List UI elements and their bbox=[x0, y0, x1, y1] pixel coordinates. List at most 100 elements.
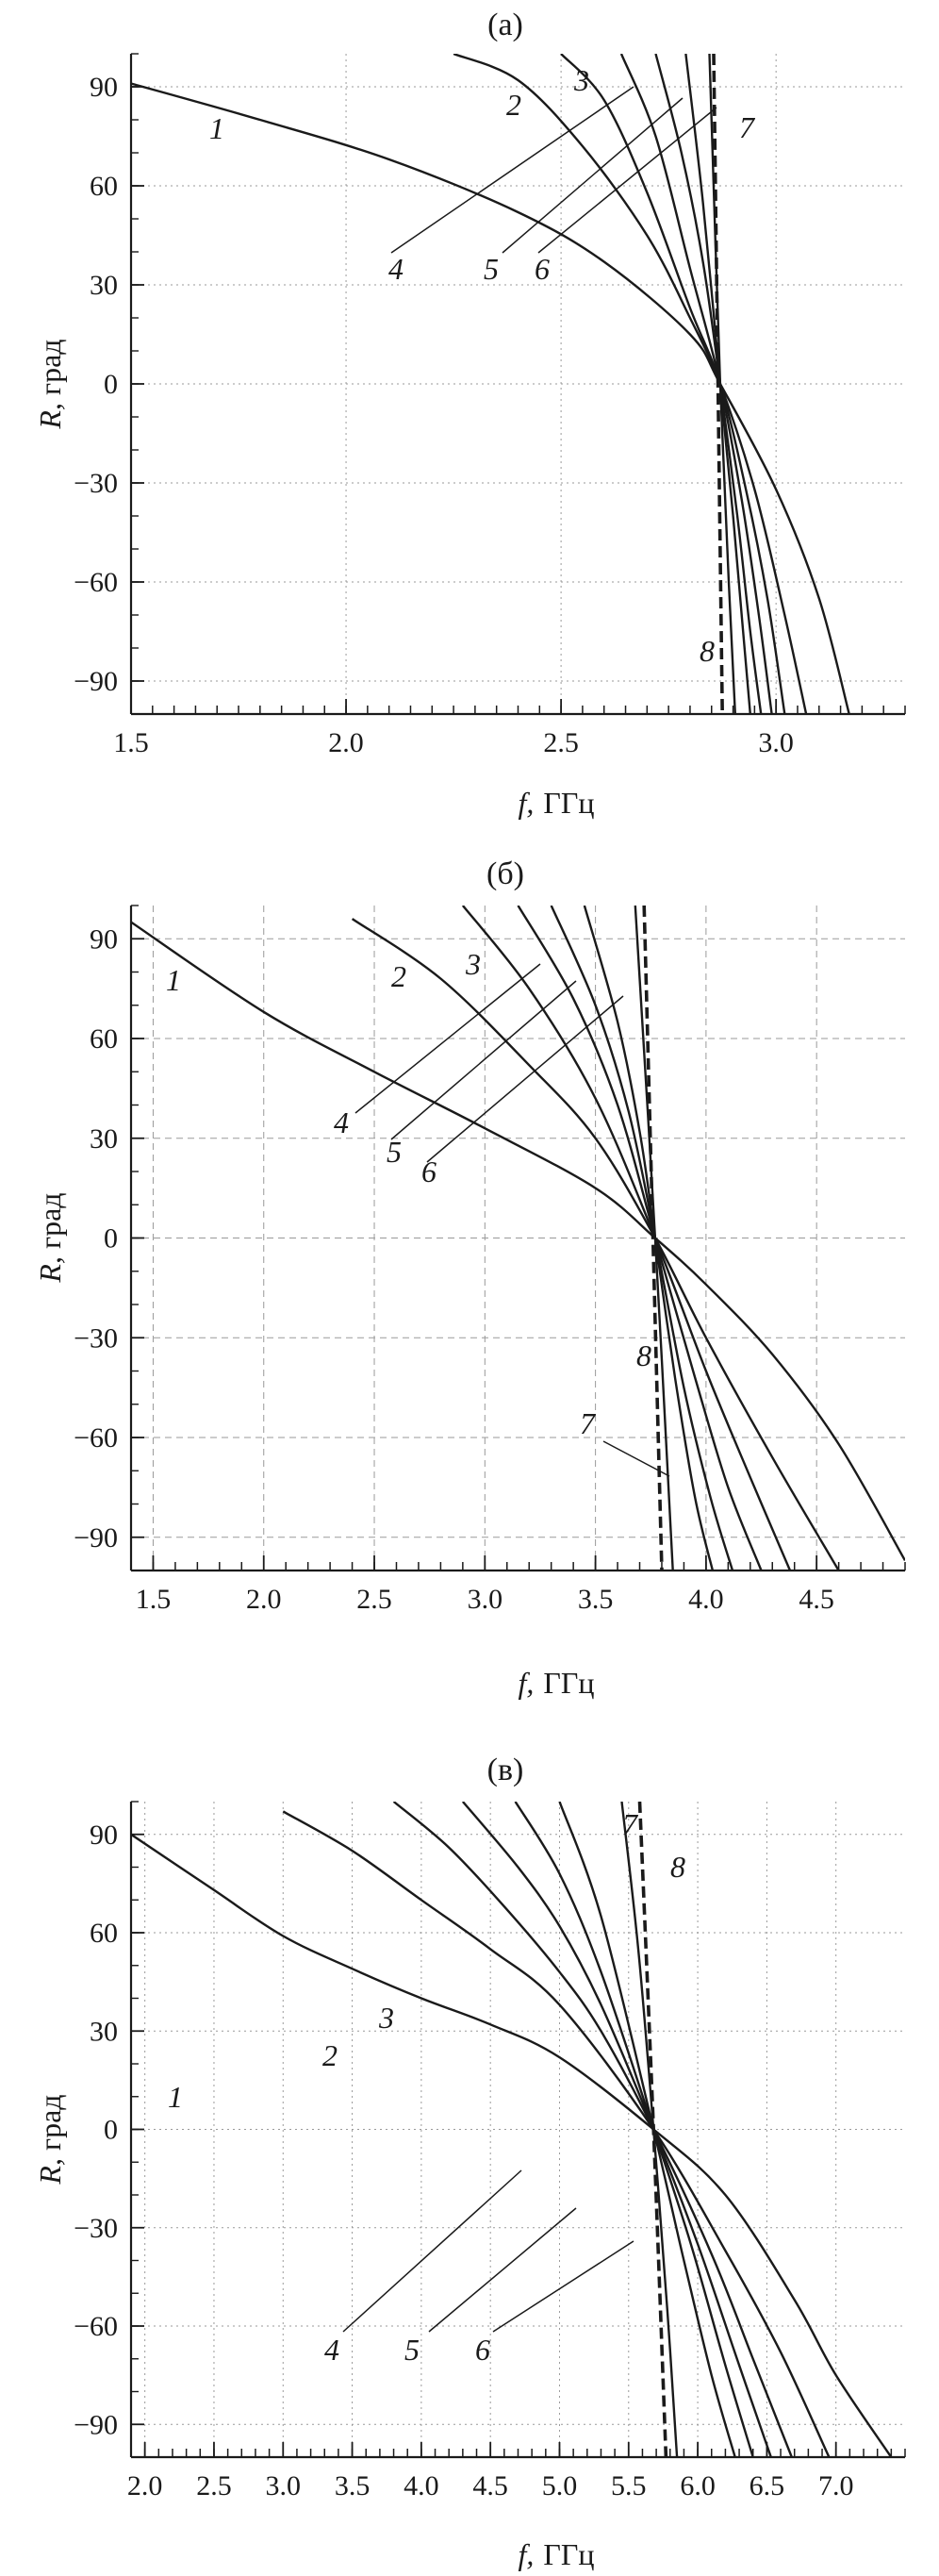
leader-line-6 bbox=[426, 995, 624, 1163]
curve-label-3: 3 bbox=[465, 947, 481, 981]
y-tick-label: 30 bbox=[90, 1123, 118, 1155]
x-axis-label: f, ГГц bbox=[518, 1666, 594, 1700]
leader-line-7 bbox=[602, 1440, 670, 1477]
series-line-3 bbox=[392, 1802, 793, 2457]
series-line-1 bbox=[131, 1833, 893, 2457]
curve-labels: 1 2 3 4 5 6 7 8 bbox=[209, 63, 756, 668]
x-tick-label: 2.5 bbox=[543, 727, 579, 758]
curve-label-2: 2 bbox=[322, 2038, 338, 2072]
series-group bbox=[131, 54, 850, 714]
x-tick-label: 2.0 bbox=[246, 1584, 282, 1615]
x-axis-label: f, ГГц bbox=[518, 2537, 594, 2571]
curve-label-2: 2 bbox=[506, 88, 521, 122]
curve-label-6: 6 bbox=[475, 2333, 490, 2367]
x-axis-label: f, ГГц bbox=[518, 786, 594, 820]
curve-label-5: 5 bbox=[484, 252, 499, 286]
x-tick-label: 4.0 bbox=[404, 2470, 439, 2501]
curve-label-1: 1 bbox=[209, 111, 224, 145]
chart-panel-b: (б) 1.5 2.0 2.5 3.0 3.5 4.0 4.5 90 60 30 0 −30 −60 −… bbox=[33, 856, 906, 1700]
x-tick-label: 6.0 bbox=[680, 2470, 716, 2501]
series-line-6 bbox=[583, 906, 715, 1571]
y-tick-label: 0 bbox=[104, 2115, 118, 2146]
series-line-1 bbox=[131, 82, 850, 714]
series-line-6 bbox=[558, 1802, 736, 2457]
series-line-2 bbox=[282, 1810, 831, 2457]
x-tick-label: 1.5 bbox=[136, 1584, 172, 1615]
curve-label-4: 4 bbox=[334, 1105, 349, 1139]
y-tick-label: −30 bbox=[74, 468, 118, 499]
y-tick-label: 60 bbox=[90, 1023, 118, 1055]
series-line-4 bbox=[461, 1802, 772, 2457]
series-line-3 bbox=[461, 906, 792, 1571]
x-tick-label: 7.0 bbox=[818, 2470, 854, 2501]
grid bbox=[131, 1802, 905, 2457]
y-tick-label: 60 bbox=[90, 171, 118, 202]
y-axis-label: R,град bbox=[33, 2094, 67, 2185]
curve-label-8: 8 bbox=[636, 1338, 651, 1372]
y-tick-label: 90 bbox=[90, 923, 118, 955]
curve-label-3: 3 bbox=[378, 2001, 394, 2035]
y-tick-label: 90 bbox=[90, 1820, 118, 1851]
leader-line-4 bbox=[354, 963, 541, 1114]
curve-label-8: 8 bbox=[700, 634, 715, 668]
x-tick-label: 2.5 bbox=[356, 1584, 392, 1615]
y-tick-label: −90 bbox=[74, 2409, 118, 2440]
x-tick-label: 2.0 bbox=[328, 727, 364, 758]
chart-title: (б) bbox=[486, 856, 524, 891]
y-axis-label: R,град bbox=[33, 339, 67, 429]
x-tick-label: 4.5 bbox=[472, 2470, 508, 2501]
x-tick-labels: 1.5 2.0 2.5 3.0 3.5 4.0 4.5 bbox=[136, 1584, 834, 1615]
series-line-7 bbox=[634, 906, 674, 1571]
axes bbox=[129, 1801, 906, 2459]
series-line-7 bbox=[708, 54, 736, 714]
series-line-8 bbox=[642, 906, 664, 1571]
y-tick-labels: 90 60 30 0 −30 −60 −90 bbox=[74, 1820, 118, 2441]
y-tick-labels: 90 60 30 0 −30 −60 −90 bbox=[74, 72, 118, 697]
curve-label-7: 7 bbox=[580, 1406, 597, 1440]
series-group bbox=[131, 1802, 893, 2457]
series-line-8 bbox=[637, 1802, 668, 2457]
x-tick-label: 4.5 bbox=[799, 1584, 834, 1615]
x-tick-label: 3.0 bbox=[468, 1584, 503, 1615]
y-tick-labels: 90 60 30 0 −30 −60 −90 bbox=[74, 923, 118, 1554]
curve-labels: 1 2 3 4 5 6 7 8 bbox=[166, 947, 670, 1477]
x-tick-label: 2.5 bbox=[196, 2470, 232, 2501]
y-tick-label: 60 bbox=[90, 1918, 118, 1949]
curve-label-4: 4 bbox=[324, 2333, 339, 2367]
y-tick-label: 0 bbox=[104, 369, 118, 400]
x-tick-label: 1.5 bbox=[113, 727, 149, 758]
curve-label-6: 6 bbox=[535, 252, 550, 286]
x-tick-label: 3.5 bbox=[335, 2470, 371, 2501]
curve-labels: 1 2 3 4 5 6 7 8 bbox=[168, 1807, 685, 2367]
curve-label-2: 2 bbox=[391, 959, 406, 993]
x-tick-labels: 1.5 2.0 2.5 3.0 bbox=[113, 727, 794, 758]
curve-label-1: 1 bbox=[166, 963, 181, 997]
curve-label-6: 6 bbox=[421, 1155, 437, 1188]
y-tick-label: −60 bbox=[74, 567, 118, 598]
y-tick-label: −90 bbox=[74, 1522, 118, 1554]
y-tick-label: −30 bbox=[74, 2213, 118, 2244]
y-tick-label: 30 bbox=[90, 2016, 118, 2047]
curve-label-5: 5 bbox=[404, 2333, 420, 2367]
x-tick-label: 5.5 bbox=[611, 2470, 647, 2501]
curve-label-5: 5 bbox=[387, 1135, 402, 1169]
chart-panel-c: (в) 2.0 2.5 3.0 3.5 4.0 4.5 5.0 5.5 6.0 6.5 7.0 90… bbox=[33, 1753, 906, 2571]
y-tick-label: −60 bbox=[74, 2311, 118, 2342]
chart-title: (в) bbox=[487, 1753, 524, 1787]
curve-label-1: 1 bbox=[168, 2080, 183, 2114]
series-line-6 bbox=[684, 54, 751, 714]
x-tick-label: 4.0 bbox=[688, 1584, 724, 1615]
series-line-3 bbox=[560, 54, 786, 714]
leader-line-6 bbox=[492, 2240, 634, 2333]
series-line-2 bbox=[453, 54, 808, 714]
x-tick-label: 3.0 bbox=[266, 2470, 302, 2501]
axes bbox=[129, 53, 906, 716]
curve-label-7: 7 bbox=[622, 1807, 639, 1841]
series-line-2 bbox=[351, 918, 840, 1571]
chart-title: (а) bbox=[487, 8, 523, 42]
y-axis-label: R,град bbox=[33, 1192, 67, 1283]
leader-line-5 bbox=[390, 980, 577, 1140]
leader-line-6 bbox=[537, 107, 717, 254]
